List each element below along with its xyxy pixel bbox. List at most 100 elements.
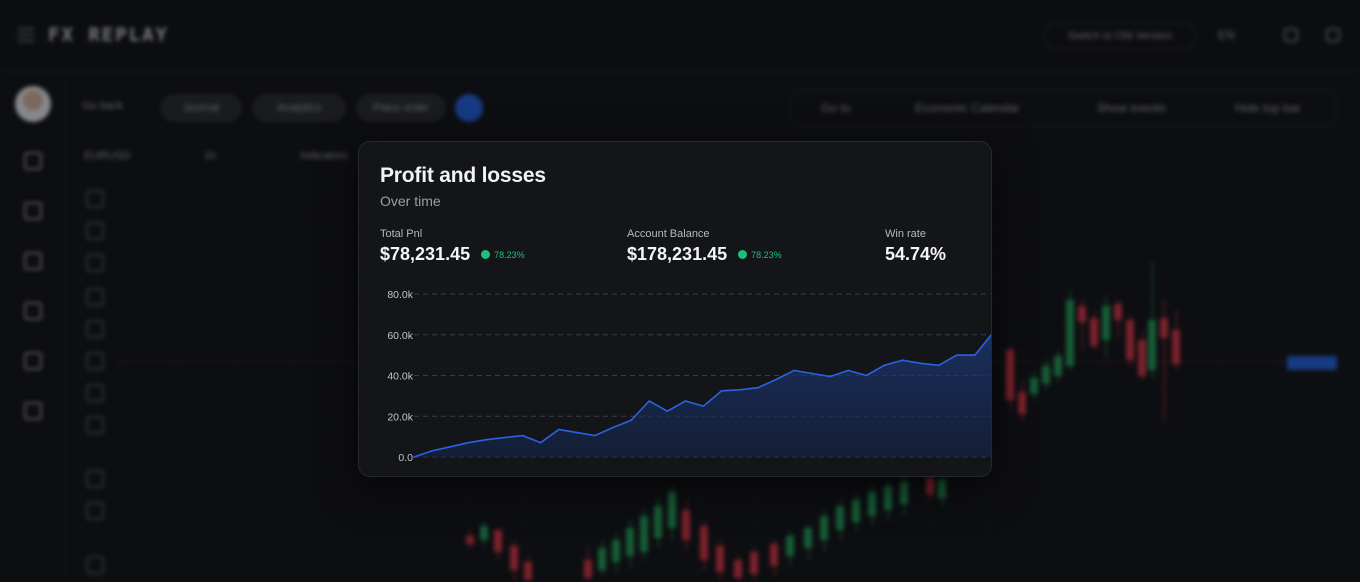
data-point	[666, 410, 669, 412]
go-to-button[interactable]: Go to	[821, 101, 851, 115]
pattern-icon[interactable]	[86, 352, 104, 370]
chart-icon[interactable]	[24, 402, 42, 420]
candle-body	[612, 540, 620, 562]
price-axis-tick: ·····	[1290, 214, 1304, 224]
price-axis-tick: ·····	[1290, 386, 1304, 395]
candle	[716, 540, 724, 580]
candle-body	[1054, 356, 1062, 376]
candle-body	[466, 536, 474, 544]
candle	[1172, 310, 1180, 370]
candle-body	[1172, 330, 1180, 364]
menu-icon[interactable]	[18, 28, 34, 42]
price-axis-tick: ·····	[1290, 484, 1304, 493]
ruler-icon[interactable]	[86, 470, 104, 488]
language-select[interactable]: EN	[1218, 28, 1235, 42]
place-order-button[interactable]: Place order	[356, 94, 446, 122]
candle-body	[598, 548, 606, 570]
y-tick-label: 80.0k	[387, 289, 413, 301]
interval-label[interactable]: 1h	[204, 150, 217, 162]
candle-body	[1160, 318, 1168, 338]
candle-body	[654, 506, 662, 538]
data-point	[594, 434, 596, 437]
data-point	[937, 364, 940, 367]
data-point	[521, 434, 524, 437]
candle	[640, 508, 648, 560]
emoji-icon[interactable]	[86, 416, 104, 434]
price-axis-tick: ·····	[1290, 435, 1304, 444]
pnl-chart[interactable]: 0.0 20.0k 40.0k 60.0k 80.0k	[359, 282, 992, 477]
calendar-icon[interactable]	[24, 352, 42, 370]
candle-body	[786, 536, 794, 556]
data-point	[485, 438, 488, 441]
left-sidebar	[0, 72, 66, 582]
candle-body	[1148, 320, 1156, 370]
data-point	[974, 354, 976, 356]
symbol-label[interactable]: EURUSD	[84, 150, 131, 162]
candle-body	[1138, 340, 1146, 376]
data-point	[612, 426, 614, 429]
data-point	[557, 428, 560, 431]
candle	[804, 524, 812, 560]
candle-body	[750, 552, 758, 574]
switch-version-button[interactable]: Switch to Old Version	[1044, 22, 1196, 50]
candle	[770, 540, 778, 576]
show-events-button[interactable]: Show events	[1097, 101, 1166, 115]
card-title: Profit and losses	[380, 164, 546, 187]
candle-body	[494, 530, 502, 552]
analytics-button[interactable]: Analytics	[252, 94, 346, 122]
stat-account-balance: Account Balance $178,231.45 78.23%	[627, 228, 782, 265]
measure-icon[interactable]	[86, 384, 104, 402]
candle	[868, 486, 876, 526]
candle	[1078, 300, 1086, 350]
data-point	[793, 369, 795, 372]
candle	[1006, 346, 1014, 410]
list-icon[interactable]	[24, 202, 42, 220]
candle	[852, 494, 860, 532]
brush-icon[interactable]	[86, 288, 104, 306]
go-back-link[interactable]: Go back	[82, 100, 123, 112]
candle	[1114, 300, 1122, 338]
economic-calendar-button[interactable]: Economic Calendar	[915, 101, 1020, 115]
trend-icon[interactable]	[24, 302, 42, 320]
candle-body	[1018, 392, 1026, 414]
candle-body	[626, 528, 634, 556]
hide-top-bar-button[interactable]: Hide top bar	[1235, 101, 1301, 115]
stat-win-rate: Win rate 54.74%	[885, 228, 946, 265]
candle	[734, 556, 742, 582]
stat-value-row: $178,231.45 78.23%	[627, 244, 782, 265]
zoom-icon[interactable]	[86, 502, 104, 520]
right-toolbar: Go to Economic Calendar Show events Hide…	[790, 90, 1336, 126]
price-axis-tick: ·····	[1290, 312, 1304, 322]
indicators-button[interactable]: Indicators	[300, 150, 348, 162]
candle	[1148, 262, 1156, 380]
shield-icon[interactable]	[24, 252, 42, 270]
candle-body	[640, 516, 648, 552]
price-tag	[1287, 356, 1337, 370]
y-tick-label: 60.0k	[387, 330, 413, 342]
journal-button[interactable]: Journal	[160, 94, 242, 122]
candle-body	[1066, 300, 1074, 366]
app-logo: FX REPLAY	[48, 24, 169, 46]
home-icon[interactable]	[24, 152, 42, 170]
candle	[1160, 300, 1168, 420]
crosshair-icon[interactable]	[86, 190, 104, 208]
price-axis-tick: ·····	[1290, 263, 1304, 273]
lock-icon[interactable]	[86, 556, 104, 574]
candle-body	[584, 560, 592, 578]
trendline-icon[interactable]	[86, 222, 104, 240]
candle	[1042, 360, 1050, 390]
text-icon[interactable]	[86, 320, 104, 338]
change-badge: 78.23%	[481, 250, 525, 260]
avatar[interactable]	[15, 86, 51, 122]
fullscreen-icon[interactable]	[1326, 28, 1340, 42]
data-point	[539, 441, 542, 444]
price-axis[interactable]: ····· ····· ····· ····· ····· ····· ····· ·····…	[1290, 190, 1350, 582]
fib-icon[interactable]	[86, 254, 104, 272]
candle-wick	[1163, 300, 1165, 420]
candle-body	[868, 492, 876, 516]
candle	[584, 548, 592, 582]
candle	[1126, 316, 1134, 366]
settings-icon[interactable]	[1284, 28, 1298, 42]
price-axis-tick: ·····	[1290, 190, 1304, 199]
blue-action-button[interactable]	[455, 94, 483, 122]
